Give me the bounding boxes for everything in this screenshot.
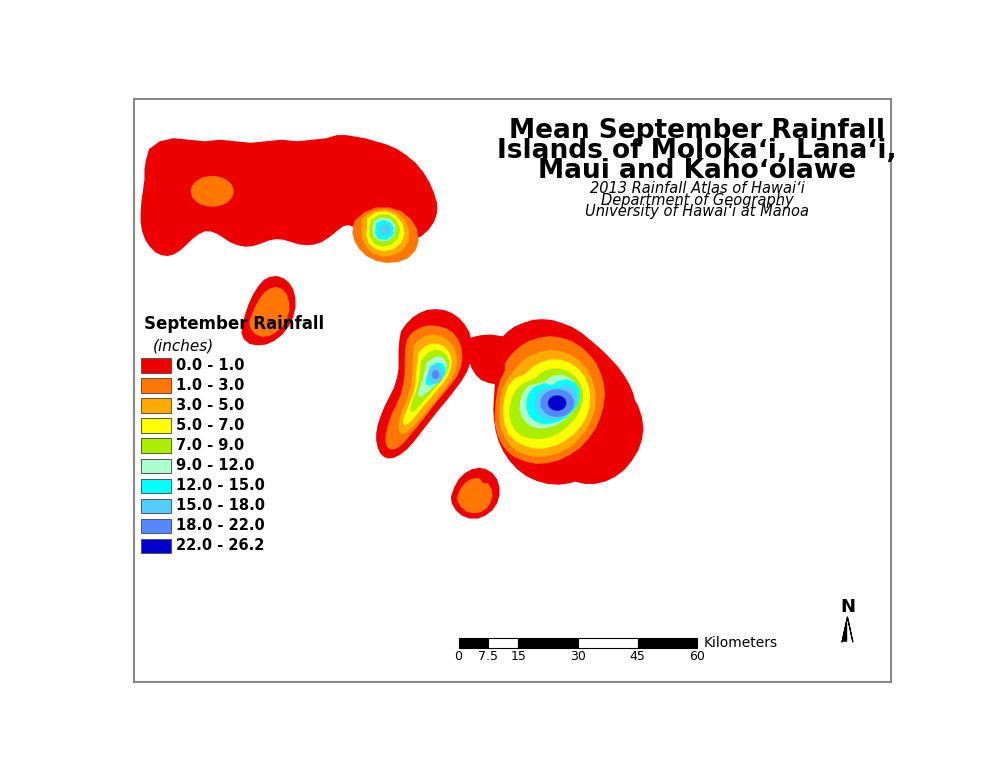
Bar <box>638 638 697 648</box>
Polygon shape <box>241 276 295 346</box>
Bar <box>141 519 171 533</box>
Polygon shape <box>480 474 492 483</box>
Bar <box>141 359 171 373</box>
Polygon shape <box>488 321 636 478</box>
Text: 0.0 - 1.0: 0.0 - 1.0 <box>176 358 245 373</box>
Polygon shape <box>499 350 596 457</box>
Text: 0: 0 <box>455 650 463 663</box>
Polygon shape <box>385 325 462 449</box>
Bar <box>141 499 171 513</box>
Polygon shape <box>432 370 439 380</box>
Text: 15: 15 <box>510 650 526 663</box>
Polygon shape <box>379 224 391 235</box>
Polygon shape <box>410 350 449 412</box>
Polygon shape <box>548 396 566 410</box>
Text: (inches): (inches) <box>153 338 214 353</box>
Text: 12.0 - 15.0: 12.0 - 15.0 <box>176 478 265 493</box>
Polygon shape <box>519 375 579 428</box>
Polygon shape <box>249 287 289 337</box>
Text: Mean September Rainfall: Mean September Rainfall <box>509 118 885 145</box>
Polygon shape <box>526 380 580 424</box>
Polygon shape <box>141 135 437 256</box>
Polygon shape <box>462 335 534 385</box>
Text: 15.0 - 18.0: 15.0 - 18.0 <box>176 499 265 513</box>
Bar <box>141 418 171 433</box>
Text: Department of Geography: Department of Geography <box>601 192 794 208</box>
Polygon shape <box>457 478 492 513</box>
Text: September Rainfall: September Rainfall <box>144 315 325 333</box>
Text: 22.0 - 26.2: 22.0 - 26.2 <box>176 539 264 553</box>
Text: 5.0 - 7.0: 5.0 - 7.0 <box>176 418 244 434</box>
Polygon shape <box>847 617 853 642</box>
Text: University of Hawaiʻi at Mānoa: University of Hawaiʻi at Mānoa <box>585 204 809 220</box>
Text: 1.0 - 3.0: 1.0 - 3.0 <box>176 378 244 393</box>
Bar <box>141 478 171 493</box>
Text: Maui and Kahoʻolawe: Maui and Kahoʻolawe <box>538 158 856 184</box>
Bar <box>141 458 171 473</box>
Polygon shape <box>366 211 405 251</box>
Polygon shape <box>503 359 590 448</box>
Text: 7.0 - 9.0: 7.0 - 9.0 <box>176 438 244 453</box>
Polygon shape <box>191 176 234 206</box>
Text: 45: 45 <box>630 650 646 663</box>
Text: 7.5: 7.5 <box>478 650 498 663</box>
Text: 2013 Rainfall Atlas of Hawaiʻi: 2013 Rainfall Atlas of Hawaiʻi <box>590 182 805 196</box>
Text: 9.0 - 12.0: 9.0 - 12.0 <box>176 458 255 473</box>
Text: 18.0 - 22.0: 18.0 - 22.0 <box>176 519 265 533</box>
Polygon shape <box>375 220 394 240</box>
Bar <box>459 638 488 648</box>
Bar <box>488 638 518 648</box>
Polygon shape <box>509 369 583 439</box>
Bar <box>141 438 171 453</box>
Polygon shape <box>403 344 452 425</box>
Bar <box>578 638 638 648</box>
Polygon shape <box>352 207 419 263</box>
Polygon shape <box>372 217 395 241</box>
Bar <box>141 379 171 393</box>
Bar <box>141 398 171 413</box>
Polygon shape <box>488 319 627 485</box>
Text: 60: 60 <box>689 650 705 663</box>
Polygon shape <box>535 385 577 420</box>
Bar <box>141 539 171 553</box>
Text: 30: 30 <box>570 650 586 663</box>
Polygon shape <box>540 390 574 417</box>
Polygon shape <box>369 214 400 247</box>
Text: 3.0 - 5.0: 3.0 - 5.0 <box>176 398 244 414</box>
Polygon shape <box>399 335 457 434</box>
Polygon shape <box>451 468 499 519</box>
Polygon shape <box>428 366 443 383</box>
Polygon shape <box>842 617 847 642</box>
Polygon shape <box>376 309 472 458</box>
Text: Islands of Molokaʻi, Lānaʻi,: Islands of Molokaʻi, Lānaʻi, <box>497 138 897 164</box>
Polygon shape <box>418 356 447 397</box>
Polygon shape <box>495 336 605 464</box>
Polygon shape <box>362 209 409 257</box>
Polygon shape <box>540 380 643 484</box>
Polygon shape <box>425 363 446 386</box>
Bar <box>518 638 578 648</box>
Text: N: N <box>840 598 855 615</box>
Text: Kilometers: Kilometers <box>703 636 778 650</box>
